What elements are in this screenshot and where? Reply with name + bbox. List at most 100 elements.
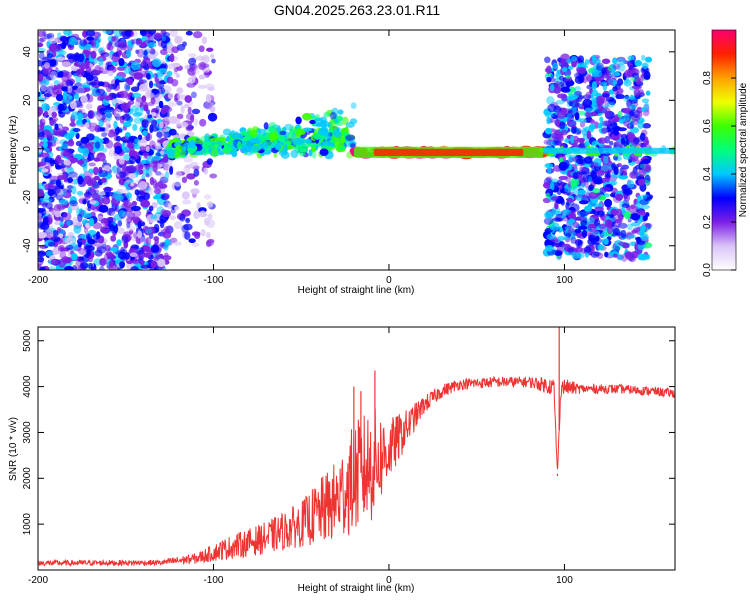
spectrogram-blob	[554, 80, 561, 90]
spectrogram-blob	[145, 146, 150, 153]
spectrogram-blob	[55, 93, 64, 102]
spectrogram-blob	[623, 210, 632, 220]
spectrogram-blob	[55, 179, 62, 187]
spectrogram-blob	[88, 218, 95, 227]
spectrogram-blob	[576, 216, 586, 222]
spectrogram-blob	[256, 128, 266, 134]
spectrogram-blob	[634, 216, 639, 224]
spectrogram-blob	[77, 213, 83, 223]
spectrogram-blob	[182, 41, 187, 47]
spectrogram-blob	[40, 266, 46, 270]
spectrogram-blob	[633, 118, 639, 126]
spectrogram-blob	[64, 265, 74, 270]
spectrogram-blob	[643, 163, 652, 173]
spectrogram-marks	[38, 30, 675, 270]
spectrogram-blob	[157, 87, 166, 95]
spectrogram-blob	[56, 165, 62, 170]
spectrogram-blob	[131, 248, 139, 254]
spectrogram-blob	[173, 241, 182, 246]
spectrogram-blob	[576, 66, 587, 74]
spectrogram-blob	[68, 95, 73, 101]
spectrogram-blob	[164, 252, 169, 258]
spectrogram-blob	[617, 78, 624, 86]
spectrogram-blob	[160, 150, 165, 155]
spectrogram-blob	[615, 193, 624, 201]
spectrogram-blob	[588, 223, 597, 229]
spectrogram-blob	[96, 152, 106, 162]
spectrogram-blob	[140, 264, 151, 269]
spectrogram-blob	[600, 81, 608, 86]
spectrogram-blob	[93, 76, 99, 82]
spectrogram-blob	[59, 35, 68, 42]
spectrogram-blob	[123, 66, 131, 74]
spectrogram-blob	[188, 57, 197, 66]
spectrogram-blob	[38, 30, 46, 38]
spectrogram-blob	[139, 169, 144, 175]
spectrogram-blob	[98, 57, 104, 66]
spectrogram-blob	[175, 144, 183, 151]
snr-y-axis: 1000 2000 3000 4000 5000	[22, 329, 675, 535]
spectrogram-blob	[583, 246, 592, 253]
spectrogram-blob	[52, 86, 60, 95]
spectrogram-blob	[640, 107, 647, 112]
spectrogram-blob	[276, 126, 281, 133]
spectrogram-blob	[152, 164, 158, 173]
spectrogram-blob	[150, 260, 158, 269]
colorbar-tick-label: 0.6	[702, 119, 713, 133]
snr-y-tick-label: 2000	[22, 467, 33, 490]
spectrogram-blob	[566, 113, 572, 119]
spectrogram-blob	[107, 217, 116, 224]
spectrogram-blob	[613, 116, 620, 123]
spectrogram-blob	[229, 130, 236, 138]
spectrogram-blob	[115, 135, 122, 142]
spectrogram-blob	[614, 245, 621, 252]
spectrogram-blob	[549, 182, 555, 191]
spectrogram-blob	[181, 191, 190, 200]
spectrogram-blob	[309, 119, 316, 125]
spectrogram-blob	[562, 209, 571, 216]
spectrogram-blob	[56, 204, 67, 210]
spectrogram-blob	[147, 114, 153, 119]
spectrogram-blob	[99, 50, 106, 57]
spectrogram-blob	[105, 251, 113, 257]
spectrogram-blob	[134, 189, 140, 196]
spectrogram-blob	[556, 110, 567, 119]
spectrogram-blob	[199, 118, 207, 127]
spectrogram-blob	[58, 244, 65, 251]
spectrogram-blob	[597, 244, 605, 251]
spectrogram-blob	[637, 178, 646, 186]
spectrogram-blob	[642, 158, 651, 164]
spectrogram-blob	[121, 235, 129, 244]
spectrogram-blob	[38, 42, 44, 48]
spectrogram-blob	[164, 194, 169, 200]
spectrogram-blob	[101, 177, 107, 183]
spectrogram-blob	[117, 220, 123, 227]
spectrogram-blob	[114, 145, 123, 155]
spectrogram-blob	[600, 107, 611, 114]
spectrogram-blob	[107, 129, 115, 138]
spectrogram-blob	[203, 101, 211, 109]
spectrogram-blob	[72, 216, 78, 226]
spectrogram-blob	[261, 142, 269, 151]
spectrogram-blob	[624, 94, 630, 100]
spectrogram-blob	[546, 233, 556, 240]
spectrogram-blob	[269, 127, 275, 134]
spectrogram-blob	[578, 75, 584, 82]
spectrogram-blob	[133, 231, 139, 239]
spectrogram-blob	[98, 204, 109, 213]
spectrogram-x-tick-label: -100	[203, 275, 223, 286]
spectrogram-blob	[150, 244, 160, 253]
spectrogram-blob	[162, 31, 171, 38]
spectrogram-blob	[577, 55, 585, 63]
spectrogram-blob	[570, 177, 580, 187]
spectrogram-x-label: Height of straight line (km)	[298, 285, 415, 296]
spectrogram-blob	[642, 123, 652, 129]
spectrogram-blob	[557, 136, 564, 142]
spectrogram-blob	[579, 166, 586, 172]
spectrogram-blob	[287, 131, 294, 139]
spectrogram-blob	[125, 225, 136, 232]
spectrogram-blob	[122, 200, 129, 206]
spectrogram-blob	[167, 63, 176, 70]
spectrogram-blob	[184, 95, 193, 103]
spectrogram-blob	[576, 158, 584, 165]
